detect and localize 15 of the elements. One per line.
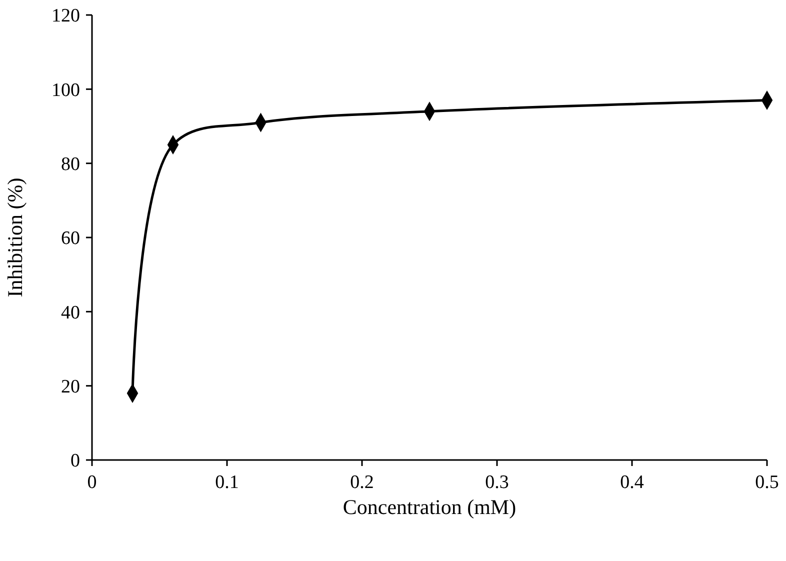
y-tick-label: 60 <box>61 228 80 250</box>
x-tick-label: 0.3 <box>485 472 509 493</box>
y-tick-label: 100 <box>52 80 80 101</box>
x-tick-label: 0 <box>87 472 97 493</box>
y-tick-label: 20 <box>61 376 80 398</box>
x-tick-label: 0.5 <box>755 472 779 493</box>
y-tick-label: 80 <box>61 154 80 175</box>
y-tick-label: 40 <box>61 302 80 324</box>
x-axis-title: Concentration (mM) <box>342 495 516 519</box>
y-tick-label: 0 <box>70 450 80 472</box>
x-tick-label: 0.2 <box>350 472 374 493</box>
x-tick-label: 0.4 <box>620 472 644 493</box>
y-axis-title: Inhibition (%) <box>3 178 27 298</box>
x-tick-label: 0.1 <box>215 472 239 493</box>
y-tick-label: 120 <box>52 6 80 27</box>
